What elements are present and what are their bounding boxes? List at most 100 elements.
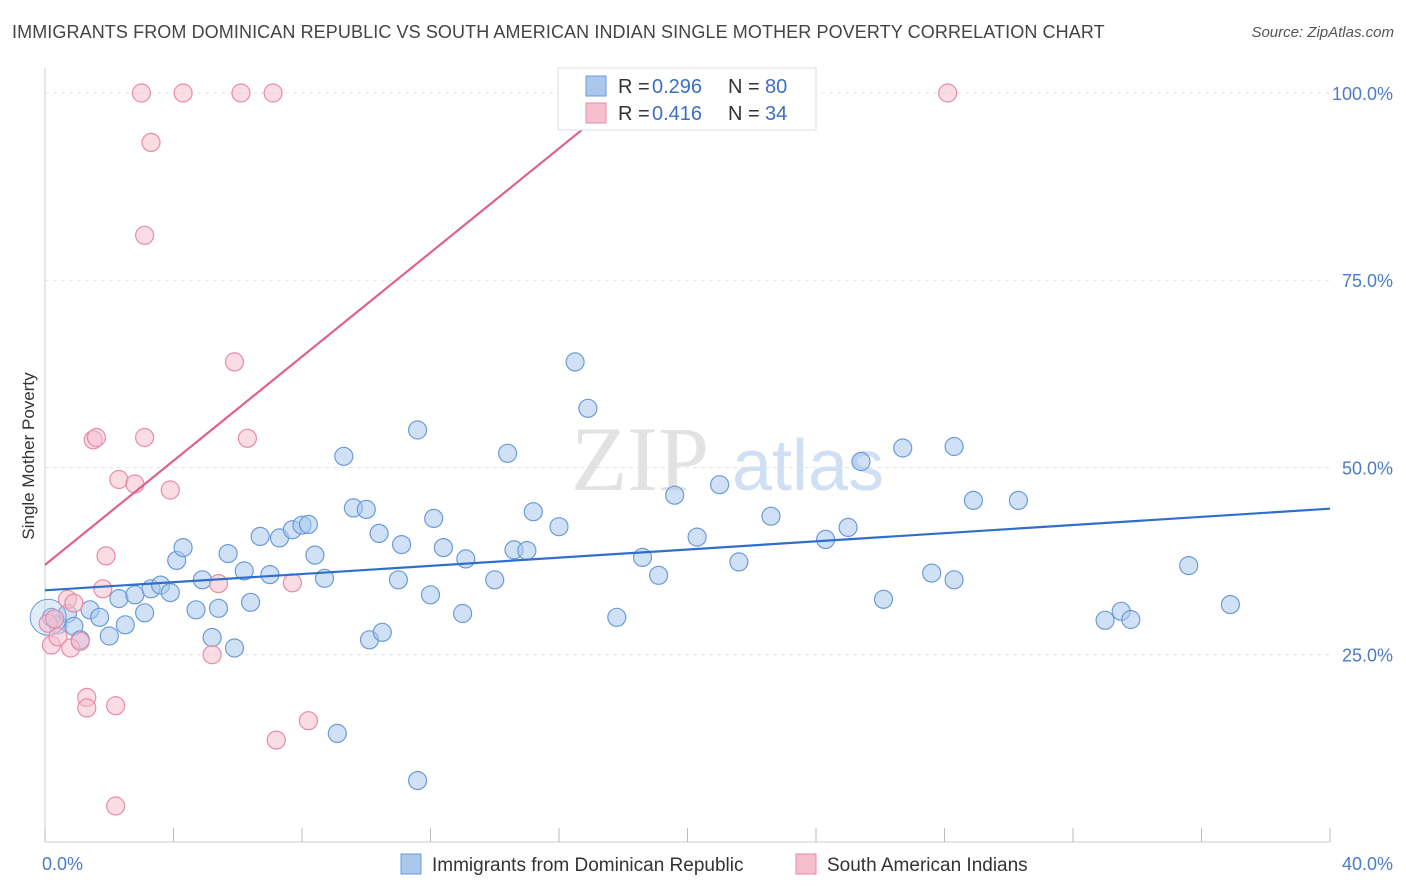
legend-n-label-1: N = <box>728 76 760 98</box>
point-dominican-30 <box>298 514 318 535</box>
point-dominican-16 <box>173 537 193 558</box>
axes <box>44 68 1331 843</box>
point-dominican-72 <box>1008 490 1029 510</box>
point-dominican-7 <box>99 626 119 646</box>
point-south-american-15 <box>109 469 129 490</box>
point-dominican-10 <box>125 585 145 605</box>
bottom-legend: Immigrants from Dominican Republic South… <box>400 853 1028 876</box>
point-dominican-77 <box>1220 594 1241 615</box>
bottom-legend-label-1: Immigrants from Dominican Republic <box>432 855 744 876</box>
point-south-american-8 <box>77 698 97 718</box>
x-tick-label-max: 40.0% <box>1342 854 1393 874</box>
point-dominican-70 <box>944 570 964 590</box>
point-south-american-6 <box>70 631 90 651</box>
point-dominican-64 <box>838 517 858 538</box>
point-south-american-16 <box>125 474 145 494</box>
point-dominican-20 <box>208 598 229 618</box>
point-south-american-14 <box>106 796 126 816</box>
legend-n-value-2: 34 <box>765 103 787 125</box>
point-dominican-78 <box>408 770 428 791</box>
point-dominican-17 <box>186 600 206 620</box>
chart-title: IMMIGRANTS FROM DOMINICAN REPUBLIC VS SO… <box>12 22 1105 42</box>
point-south-american-19 <box>141 132 161 152</box>
legend-n-value-1: 80 <box>765 76 787 98</box>
point-dominican-62 <box>761 506 781 526</box>
point-south-american-11 <box>93 579 113 599</box>
point-dominican-51 <box>523 502 543 522</box>
y-tick-labels: 25.0% 50.0% 75.0% 100.0% <box>1332 84 1393 666</box>
legend-r-label-1: R = <box>618 76 650 98</box>
point-dominican-45 <box>453 603 473 624</box>
point-dominican-61 <box>729 552 749 572</box>
point-dominican-46 <box>456 549 476 569</box>
point-dominican-40 <box>392 534 412 555</box>
point-south-american-13 <box>106 696 126 716</box>
point-south-american-29 <box>131 83 151 103</box>
point-south-american-23 <box>208 573 229 594</box>
watermark-zip: ZIP <box>571 408 709 510</box>
point-south-american-18 <box>135 225 155 245</box>
point-dominican-75 <box>1121 609 1141 630</box>
point-dominican-6 <box>89 607 110 627</box>
point-south-american-22 <box>202 645 222 665</box>
point-dominican-52 <box>549 517 569 537</box>
point-dominican-11 <box>135 603 155 623</box>
point-dominican-48 <box>498 443 518 463</box>
point-dominican-24 <box>241 592 261 612</box>
point-dominican-25 <box>250 526 270 547</box>
point-dominican-57 <box>648 565 669 585</box>
point-south-american-31 <box>263 83 283 103</box>
x-tick-labels: 0.0% 40.0% <box>42 854 1393 874</box>
series-dominican-points <box>29 352 1241 791</box>
point-south-american-10 <box>86 427 107 448</box>
point-dominican-33 <box>334 446 354 466</box>
point-dominican-23 <box>234 561 254 581</box>
legend-r-value-2: 0.416 <box>652 103 702 125</box>
point-dominican-22 <box>224 638 245 658</box>
legend-r-label-2: R = <box>618 103 650 125</box>
point-dominican-68 <box>922 563 942 583</box>
legend-swatch-pink <box>585 102 607 124</box>
point-south-american-27 <box>282 573 302 593</box>
point-dominican-50 <box>517 540 537 561</box>
y-tick-label-75: 75.0% <box>1342 271 1393 291</box>
point-dominican-67 <box>893 438 913 458</box>
y-tick-label-100: 100.0% <box>1332 84 1393 104</box>
point-dominican-31 <box>305 545 325 565</box>
series-south-american-points <box>38 83 958 816</box>
point-dominican-65 <box>851 451 871 472</box>
point-dominican-35 <box>356 499 376 519</box>
point-south-american-4 <box>64 593 84 613</box>
point-south-american-28 <box>298 711 318 731</box>
legend-swatch-blue <box>585 75 607 97</box>
trend-line-south-american <box>44 74 651 566</box>
point-south-american-12 <box>96 546 116 566</box>
point-dominican-14 <box>160 582 180 603</box>
bottom-legend-swatch-pink <box>795 853 817 875</box>
point-dominican-58 <box>665 485 685 505</box>
point-dominican-38 <box>369 523 389 544</box>
point-dominican-73 <box>1095 610 1115 630</box>
bottom-legend-swatch-blue <box>400 853 422 875</box>
point-dominican-21 <box>218 543 238 564</box>
bottom-legend-label-2: South American Indians <box>827 855 1028 876</box>
point-dominican-71 <box>963 490 984 510</box>
point-dominican-41 <box>408 420 428 440</box>
trend-lines <box>44 74 1331 592</box>
y-tick-label-25: 25.0% <box>1342 646 1393 666</box>
source-credit: Source: ZipAtlas.com <box>1251 24 1394 41</box>
trend-line-dominican <box>44 507 1331 592</box>
point-dominican-39 <box>388 570 408 590</box>
point-dominican-47 <box>485 570 505 590</box>
y-tick-label-50: 50.0% <box>1342 458 1393 478</box>
point-dominican-76 <box>1179 555 1199 576</box>
point-dominican-43 <box>424 508 444 529</box>
point-south-american-21 <box>173 83 193 103</box>
point-south-american-25 <box>237 428 257 448</box>
point-dominican-54 <box>578 398 598 418</box>
point-south-american-20 <box>160 480 180 500</box>
point-dominican-8 <box>109 588 129 609</box>
point-dominican-79 <box>327 723 347 744</box>
point-dominican-37 <box>372 622 392 642</box>
